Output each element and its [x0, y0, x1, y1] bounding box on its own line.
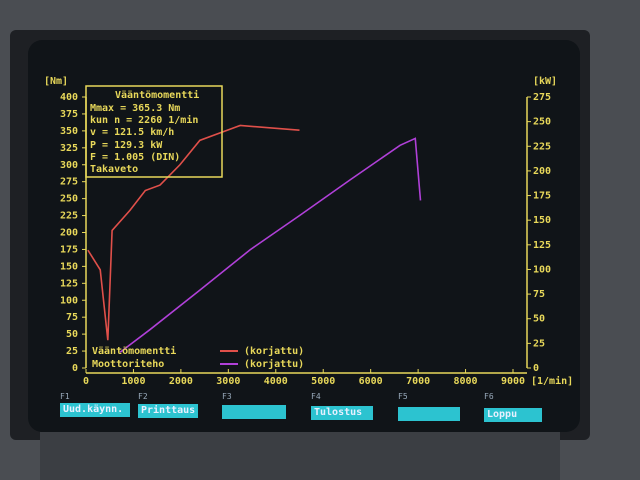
function-key-number: F2	[138, 392, 148, 401]
y-right-tick-label: 250	[533, 117, 551, 128]
y-left-tick-label: 150	[60, 261, 78, 272]
y-left-tick-label: 125	[60, 278, 78, 289]
y-right-tick-label: 175	[533, 191, 551, 202]
y-right-tick-label: 100	[533, 264, 551, 275]
info-line: v = 121.5 km/h	[90, 127, 174, 138]
y-right-tick-label: 25	[533, 338, 545, 349]
y-left-tick-label: 200	[60, 228, 78, 239]
x-tick-label: 3000	[216, 376, 240, 387]
function-key-2[interactable]: Printtaus	[138, 404, 198, 418]
y-left-tick-label: 275	[60, 177, 78, 188]
function-key-number: F6	[484, 392, 494, 401]
legend: Vääntömomentti Moottoriteho (korjattu) (…	[92, 345, 304, 370]
x-tick-label: 8000	[454, 376, 478, 387]
right-axis-unit: [kW]	[533, 76, 557, 87]
info-line: Mmax = 365.3 Nm	[90, 103, 180, 114]
function-key-number: F5	[398, 392, 408, 401]
y-right-tick-label: 0	[533, 363, 539, 374]
info-box: Vääntömomentti Mmax = 365.3 Nm kun n = 2…	[85, 85, 223, 178]
x-tick-label: 4000	[264, 376, 288, 387]
info-line: F = 1.005 (DIN)	[90, 152, 180, 163]
left-axis-unit: [Nm]	[44, 76, 68, 87]
y-left-tick-label: 0	[72, 363, 78, 374]
function-key-5[interactable]	[398, 407, 460, 421]
torque-line	[87, 124, 300, 341]
x-tick-label: 6000	[359, 376, 383, 387]
legend-torque-name: Vääntömomentti	[92, 345, 176, 357]
crt-screen	[28, 40, 580, 432]
y-left-tick-label: 25	[66, 346, 78, 357]
y-left-tick-label: 375	[60, 109, 78, 120]
y-right-tick-label: 125	[533, 240, 551, 251]
function-key-1[interactable]: Uud.käynn.	[60, 403, 130, 417]
info-line: Takaveto	[90, 164, 138, 175]
y-right-tick-label: 150	[533, 215, 551, 226]
function-key-number: F1	[60, 392, 70, 401]
power-line	[119, 137, 422, 353]
legend-power-name: Moottoriteho	[92, 358, 164, 370]
info-title: Vääntömomentti	[115, 89, 199, 101]
x-tick-label: 1000	[121, 376, 145, 387]
y-right-tick-label: 225	[533, 141, 551, 152]
y-left-tick-label: 225	[60, 211, 78, 222]
legend-power-label: (korjattu)	[244, 358, 304, 370]
legend-torque-label: (korjattu)	[244, 345, 304, 357]
function-key-4[interactable]: Tulostus	[311, 406, 373, 420]
y-right-tick-label: 200	[533, 166, 551, 177]
function-key-number: F4	[311, 392, 321, 401]
function-key-number: F3	[222, 392, 232, 401]
y-left-tick-label: 175	[60, 244, 78, 255]
y-left-tick-label: 75	[66, 312, 78, 323]
y-left-tick-label: 400	[60, 92, 78, 103]
y-right-tick-label: 275	[533, 92, 551, 103]
x-tick-label: 9000	[501, 376, 525, 387]
x-tick-label: 7000	[406, 376, 430, 387]
y-left-tick-label: 100	[60, 295, 78, 306]
monitor-base	[40, 432, 560, 480]
y-left-tick-label: 350	[60, 126, 78, 137]
x-tick-label: 5000	[311, 376, 335, 387]
info-line: P = 129.3 kW	[90, 140, 163, 151]
x-tick-label: 0	[83, 376, 89, 387]
info-line: kun n = 2260 1/min	[90, 114, 198, 126]
y-left-tick-label: 325	[60, 143, 78, 154]
y-right-tick-label: 50	[533, 314, 545, 325]
y-left-tick-label: 250	[60, 194, 78, 205]
y-left-tick-label: 300	[60, 160, 78, 171]
function-key-3[interactable]	[222, 405, 286, 419]
function-key-6[interactable]: Loppu	[484, 408, 542, 422]
y-left-tick-label: 50	[66, 329, 78, 340]
x-tick-label: 2000	[169, 376, 193, 387]
y-right-tick-label: 75	[533, 289, 545, 300]
x-axis-unit: [1/min]	[531, 375, 573, 387]
